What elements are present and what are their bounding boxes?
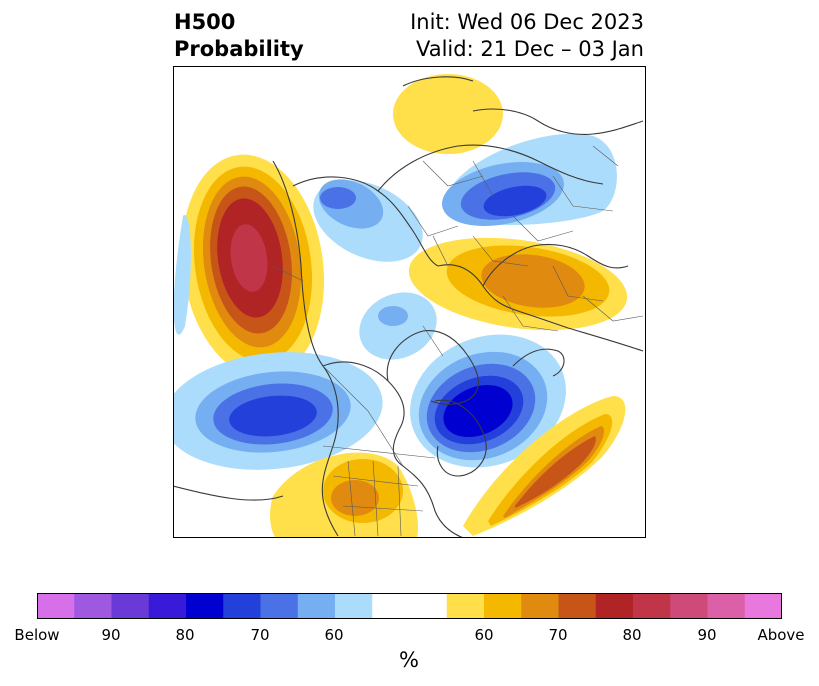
init-date: Init: Wed 06 Dec 2023: [410, 10, 644, 34]
anomaly-ne-pacific-above: [181, 154, 325, 378]
colorbar-tick-below-80: 80: [175, 626, 195, 644]
colorbar-segment: [223, 593, 261, 619]
valid-period: Valid: 21 Dec – 03 Jan: [415, 37, 644, 61]
anomaly-n-pacific-below: [173, 352, 383, 470]
colorbar-segment: [111, 593, 150, 619]
colorbar-segment: [558, 593, 597, 619]
colorbar-segment: [744, 593, 782, 619]
anomaly-sw-us-above: [270, 452, 418, 538]
colorbar-outline: [37, 593, 782, 619]
colorbar-segment: [484, 593, 522, 619]
colorbar-segment: [335, 593, 373, 619]
colorbar-segment: [186, 593, 224, 619]
colorbar-tick-below: Below: [14, 626, 60, 644]
title-variable: H500: [174, 10, 236, 34]
title-right: Init: Wed 06 Dec 2023 Valid: 21 Dec – 03…: [410, 9, 644, 63]
coastlines: [173, 76, 644, 538]
title-product: Probability: [174, 37, 304, 61]
colorbar-segment: [521, 593, 559, 619]
anomaly-bering-below: [313, 179, 423, 262]
political-borders: [272, 145, 644, 537]
colorbar-segment: [707, 593, 746, 619]
colorbar-tick-above-60: 60: [474, 626, 494, 644]
anomaly-asia-above: [408, 237, 628, 331]
anomaly-arctic-above: [393, 74, 503, 154]
colorbar-tick-below-60: 60: [324, 626, 344, 644]
colorbar-tick-above: Above: [757, 626, 805, 644]
anomaly-europe-below: [442, 133, 617, 227]
colorbar: [37, 593, 782, 619]
colorbar-segment: [633, 593, 671, 619]
colorbar-segment: [670, 593, 708, 619]
colorbar-segment: [372, 593, 448, 619]
colorbar-segment: [260, 593, 299, 619]
probability-map: [173, 66, 646, 538]
colorbar-segment: [148, 593, 187, 619]
colorbar-segment: [595, 593, 634, 619]
colorbar-tick-below-90: 90: [101, 626, 121, 644]
colorbar-segment: [297, 593, 336, 619]
colorbar-tick-above-90: 90: [697, 626, 717, 644]
title-left: H500 Probability: [174, 9, 304, 63]
colorbar-segment: [446, 593, 485, 619]
anomaly-hudson-bay-below: [410, 334, 566, 468]
anomaly-atlantic-above: [463, 396, 626, 536]
colorbar-label: %: [399, 648, 419, 672]
colorbar-tick-above-70: 70: [548, 626, 568, 644]
colorbar-segment: [74, 593, 112, 619]
colorbar-tick-below-70: 70: [250, 626, 270, 644]
colorbar-segment: [37, 593, 75, 619]
colorbar-tick-above-80: 80: [622, 626, 642, 644]
